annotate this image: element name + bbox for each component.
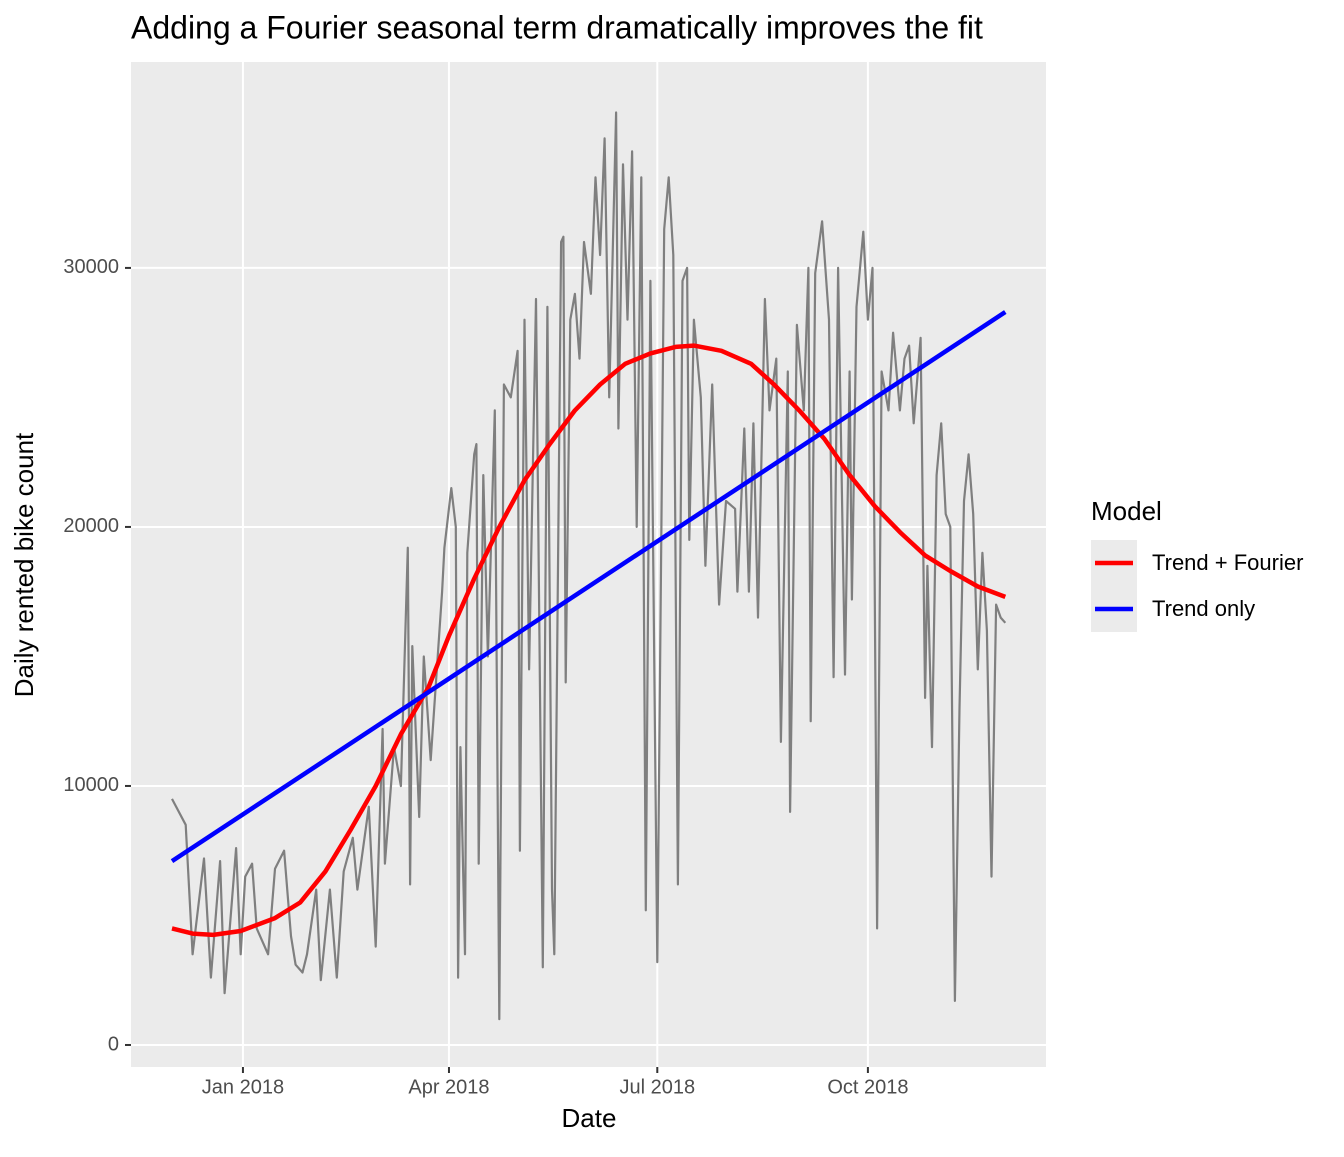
legend-label: Trend only [1152, 596, 1255, 621]
chart-title: Adding a Fourier seasonal term dramatica… [131, 9, 983, 45]
y-tick-label: 20000 [63, 515, 119, 537]
x-axis-label: Date [562, 1103, 617, 1133]
y-axis-label: Daily rented bike count [9, 432, 39, 697]
panel [131, 62, 1046, 1067]
x-tick-label: Apr 2018 [408, 1076, 489, 1098]
x-tick-label: Jan 2018 [202, 1076, 284, 1098]
observed-line [171, 111, 1007, 1021]
legend-title: Model [1091, 496, 1162, 526]
model-line [171, 343, 1007, 938]
y-tick-label: 0 [108, 1033, 119, 1055]
x-tick-label: Oct 2018 [827, 1076, 908, 1098]
y-tick-label: 30000 [63, 256, 119, 278]
x-tick-label: Jul 2018 [619, 1076, 695, 1098]
model-line [170, 310, 1007, 863]
y-tick-label: 10000 [63, 774, 119, 796]
legend-label: Trend + Fourier [1152, 550, 1303, 575]
